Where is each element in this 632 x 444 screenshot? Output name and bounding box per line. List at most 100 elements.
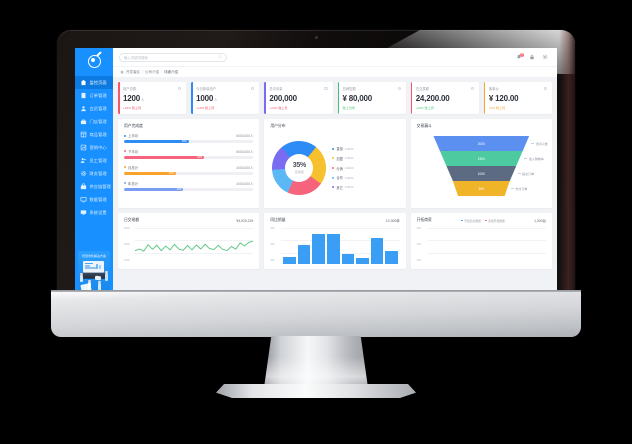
funnel-stage-2[interactable]: 1000 提交订单 — [446, 166, 534, 181]
app-logo[interactable] — [75, 48, 113, 74]
sidebar-item-4[interactable]: 商品管理 — [75, 128, 113, 141]
stat-subtext: +15% 较上周 — [123, 105, 142, 110]
stat-subtext: +13% 较上月 — [269, 105, 288, 110]
plot-area[interactable] — [135, 226, 254, 264]
legend-label: 完成开拓数量 — [488, 218, 505, 223]
sidebar-item-1[interactable]: 订单管理 — [75, 89, 113, 102]
sidebar-item-6[interactable]: 员工管理 — [75, 154, 113, 167]
user-completion-panel: 用户完成度 上半月 600/1000人 50% 下半月 800/1000人 80% 月总计 4… — [118, 119, 260, 208]
plot-area[interactable] — [281, 226, 400, 264]
bell-icon[interactable]: 6 — [516, 52, 524, 60]
progress-percent: 50% — [181, 140, 187, 143]
stat-unit: 人 — [141, 97, 145, 102]
progress-row-0: 上半月 600/1000人 50% — [124, 133, 254, 144]
user-distribution-panel: 用户分布 35% 完成度 直营 10000 加盟 10000 分销 10000 合作 1000… — [264, 119, 406, 208]
chart-legend-item-0[interactable]: 开拓商家数量 — [461, 219, 481, 223]
sidebar-item-9[interactable]: 数据管理 — [75, 193, 113, 206]
bar-4[interactable] — [341, 253, 355, 264]
bar-5[interactable] — [356, 258, 369, 264]
legend-label: 开拓商家数量 — [464, 218, 481, 223]
bar-2[interactable] — [312, 233, 325, 264]
stat-subtext: +20% 较上周 — [415, 105, 434, 110]
legend-item-3[interactable]: 合作 10000 — [332, 175, 354, 180]
bar-6[interactable] — [370, 237, 384, 264]
lock-icon[interactable] — [529, 54, 535, 60]
search-input[interactable]: 输入关键词搜索 — [119, 52, 227, 62]
sidebar-item-10[interactable]: 系统设置 — [75, 206, 113, 219]
progress-row-header: 上半月 600/1000人 — [124, 133, 253, 138]
stat-card-5[interactable]: 客单价 ¥ 120.00 +5% 较上周 — [483, 82, 553, 114]
search-placeholder: 输入关键词搜索 — [124, 55, 148, 60]
stat-card-0[interactable]: 用户总数 1200人 +15% 较上周 — [118, 82, 187, 114]
donut-legend: 直营 10000 加盟 10000 分销 10000 合作 10000 其它 10000 — [332, 146, 354, 190]
stat-card-1[interactable]: 今日新增用户 1000人 +10% 较上周 — [191, 82, 260, 114]
stat-header: 今日新增用户 — [196, 86, 255, 91]
question-icon[interactable] — [251, 86, 255, 91]
sidebar-item-3[interactable]: 门店管理 — [75, 115, 113, 128]
legend-dot — [332, 167, 335, 169]
bar-3[interactable] — [326, 233, 340, 264]
sidebar-item-7[interactable]: 财务管理 — [75, 167, 113, 180]
donut-ring[interactable]: 35% 完成度 — [272, 141, 327, 195]
sidebar-item-2[interactable]: 会员管理 — [75, 102, 113, 115]
bar-7[interactable] — [385, 250, 398, 264]
question-icon[interactable] — [470, 86, 474, 91]
shop-icon — [80, 118, 87, 125]
legend-item-0[interactable]: 直营 10000 — [332, 146, 354, 152]
question-icon[interactable] — [397, 86, 401, 91]
progress-percent: 40% — [176, 187, 182, 191]
stat-card-3[interactable]: 总销售额 ¥ 80,000 较上月增 — [337, 82, 406, 114]
panel-title: 用户完成度 — [124, 124, 143, 128]
stat-value: 1200人 — [123, 93, 145, 103]
legend-label: 直营 — [336, 147, 343, 152]
question-icon[interactable] — [543, 86, 548, 91]
settings-icon — [80, 170, 87, 177]
plot: 600 400 200 — [270, 226, 400, 264]
progress-value: 800/1000人 — [236, 149, 254, 154]
funnel-value: 2000 — [477, 141, 485, 146]
user-icon — [80, 105, 87, 112]
progress-track[interactable]: 40% — [124, 171, 254, 176]
funnel-stage-1[interactable]: 1500 加入购物车 — [439, 151, 544, 166]
progress-track[interactable]: 80% — [124, 155, 254, 160]
stat-value: 24,200.00 — [415, 93, 450, 103]
progress-fill: 50% — [124, 140, 189, 144]
sidebar-item-5[interactable]: 营销中心 — [75, 141, 113, 154]
stat-card-2[interactable]: 总访问量 200,000 +13% 较上月 — [264, 82, 333, 114]
stat-card-row: 用户总数 1200人 +15% 较上周 今日新增用户 1000人 +10% 较上周 总访问量… — [118, 82, 553, 114]
sidebar: 监控页面订单管理 会员管理 门店管理 商品管理营销中心员工管理财务管理 供应链管理 数据管… — [75, 48, 113, 300]
gear-icon[interactable] — [542, 54, 548, 60]
funnel-stage-3[interactable]: 500 支付订单 — [452, 181, 527, 196]
legend-item-1[interactable]: 加盟 10000 — [332, 156, 354, 161]
funnel-stage-0[interactable]: 2000 访问人数 — [433, 136, 548, 151]
legend-item-4[interactable]: 其它 10000 — [332, 185, 354, 190]
bar-0[interactable] — [283, 257, 296, 264]
chart-legend-item-1[interactable]: 完成开拓数量 — [484, 218, 505, 223]
sidebar-item-label: 营销中心 — [89, 144, 107, 150]
progress-track[interactable]: 50% — [124, 140, 254, 144]
plot-area[interactable] — [427, 226, 546, 264]
bar-1[interactable] — [297, 244, 311, 264]
progress-track[interactable]: 40% — [124, 187, 254, 192]
sidebar-item-8[interactable]: 供应链管理 — [75, 180, 113, 193]
stat-card-4[interactable]: 总交易额 24,200.00 +20% 较上周 — [410, 82, 479, 114]
funnel-note: 提交订单 — [518, 172, 534, 176]
legend-value: 10000 — [344, 185, 354, 190]
sidebar-promo-illustration[interactable]: 智慧零售解决方案 — [78, 251, 110, 297]
grid-icon — [80, 131, 87, 138]
breadcrumb-item-1[interactable]: 公司介绍 — [144, 69, 159, 74]
breadcrumb-item-0[interactable]: 开发者区 — [126, 69, 140, 74]
screen: 监控页面订单管理 会员管理 门店管理 商品管理营销中心员工管理财务管理 供应链管理 数据管… — [75, 48, 557, 300]
sidebar-item-label: 员工管理 — [89, 157, 107, 163]
sidebar-item-0[interactable]: 监控页面 — [75, 76, 113, 89]
sidebar-item-label: 监控页面 — [89, 79, 107, 85]
question-icon[interactable] — [177, 86, 182, 91]
question-icon[interactable] — [324, 86, 328, 91]
bottom-chart-row: 日交易额 ¥3,920,219 3000 2000 1000 同比销量 — [118, 213, 552, 269]
progress-row-header: 下半月 800/1000人 — [124, 149, 253, 154]
legend-dot — [332, 186, 335, 189]
legend-item-2[interactable]: 分销 10000 — [332, 166, 354, 171]
legend-dot — [461, 219, 463, 222]
y-tick-2: 1000 — [124, 259, 130, 262]
progress-fill: 40% — [124, 187, 184, 192]
